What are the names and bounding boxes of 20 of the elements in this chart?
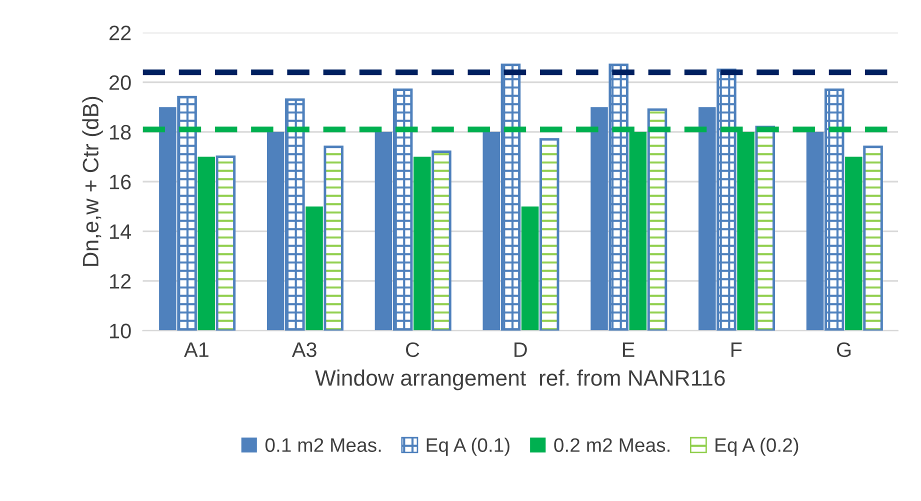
x-axis-title: Window arrangement ref. from NANR116 (315, 370, 725, 390)
legend-label: 0.1 m2 Meas. (265, 438, 381, 452)
x-tick-label: D (514, 342, 527, 357)
y-axis-title: Dn,e,w + Ctr (dB) (82, 96, 103, 266)
y-tick-label: 12 (110, 274, 131, 289)
legend-label: Eq A (0.1) (426, 438, 510, 456)
x-tick-label: C (406, 342, 420, 358)
y-tick-label: 14 (110, 224, 132, 239)
legend-label: 0.2 m2 Meas. (554, 438, 670, 452)
y-tick-label: 20 (110, 75, 131, 90)
x-tick-label: F (731, 342, 742, 357)
y-tick-label: 18 (110, 124, 131, 140)
x-tick-label: E (623, 342, 634, 357)
y-tick-label: 22 (110, 26, 131, 40)
x-tick-label: A3 (292, 342, 316, 358)
y-tick-label: 16 (110, 174, 131, 190)
legend-label: Eq A (0.2) (716, 438, 798, 456)
x-tick-label: G (836, 342, 851, 358)
y-tick-label: 10 (110, 324, 131, 338)
x-tick-label: A1 (184, 342, 208, 357)
